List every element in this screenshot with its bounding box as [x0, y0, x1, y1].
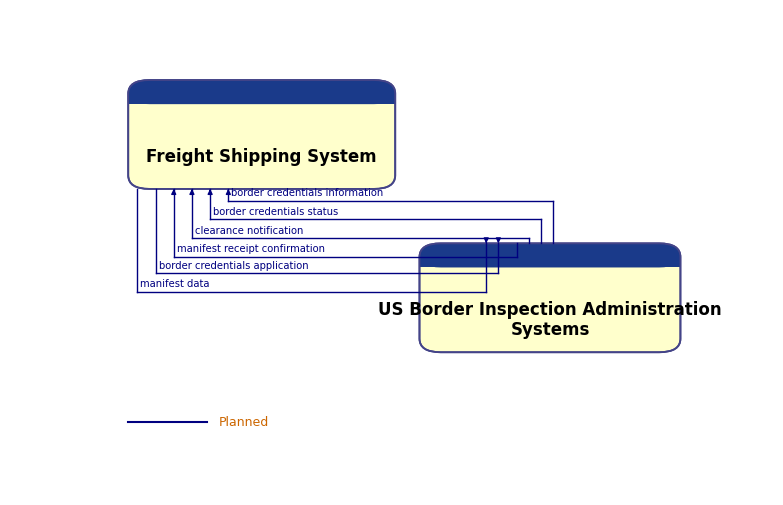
Text: clearance notification: clearance notification — [195, 226, 303, 235]
Text: border credentials information: border credentials information — [232, 188, 384, 198]
FancyBboxPatch shape — [128, 80, 395, 104]
Text: border credentials application: border credentials application — [158, 261, 309, 271]
FancyBboxPatch shape — [420, 243, 680, 352]
Bar — [420, 254, 680, 268]
Text: border credentials status: border credentials status — [213, 207, 338, 217]
Text: Freight Shipping System: Freight Shipping System — [146, 147, 377, 166]
Text: manifest receipt confirmation: manifest receipt confirmation — [177, 244, 325, 254]
Bar — [128, 91, 395, 104]
Text: US Border Inspection Administration
Systems: US Border Inspection Administration Syst… — [378, 300, 722, 339]
FancyBboxPatch shape — [420, 243, 680, 268]
Text: manifest data: manifest data — [140, 279, 210, 289]
FancyBboxPatch shape — [128, 80, 395, 189]
Text: Planned: Planned — [219, 416, 269, 429]
